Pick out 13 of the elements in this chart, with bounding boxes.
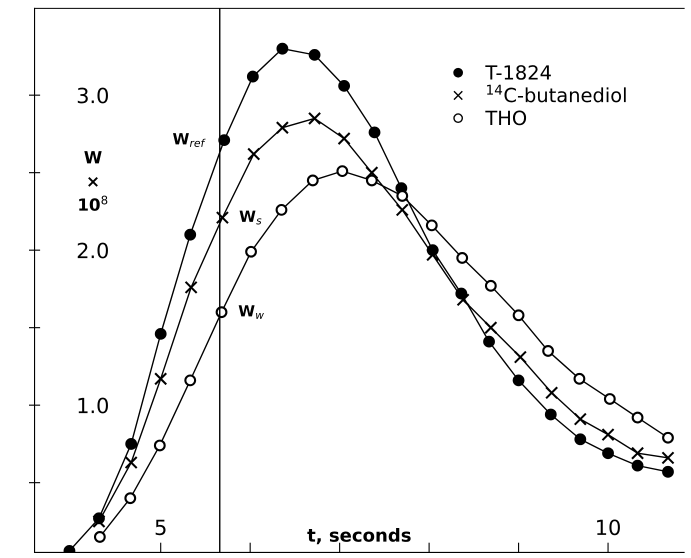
annotation: W$_{s}$ (240, 210, 262, 224)
x-tick-label: 5 (156, 520, 166, 536)
y-tick-label: 2.0 (78, 242, 108, 258)
x-axis-title: t, seconds (307, 528, 411, 544)
y-tick-label: 1.0 (78, 398, 108, 414)
annotation: W$_{ref}$ (173, 133, 206, 147)
legend-label: $^{14}$C-butanediol (487, 84, 626, 102)
text: T-1824 (485, 65, 551, 80)
y-tick-label: 3.0 (78, 88, 108, 104)
annotation: W$_{w}$ (238, 305, 264, 319)
x-tick-label: 10 (597, 519, 620, 536)
y-axis-title: W × 10$^{8}$ (79, 151, 108, 211)
legend-label: THO (485, 110, 526, 126)
